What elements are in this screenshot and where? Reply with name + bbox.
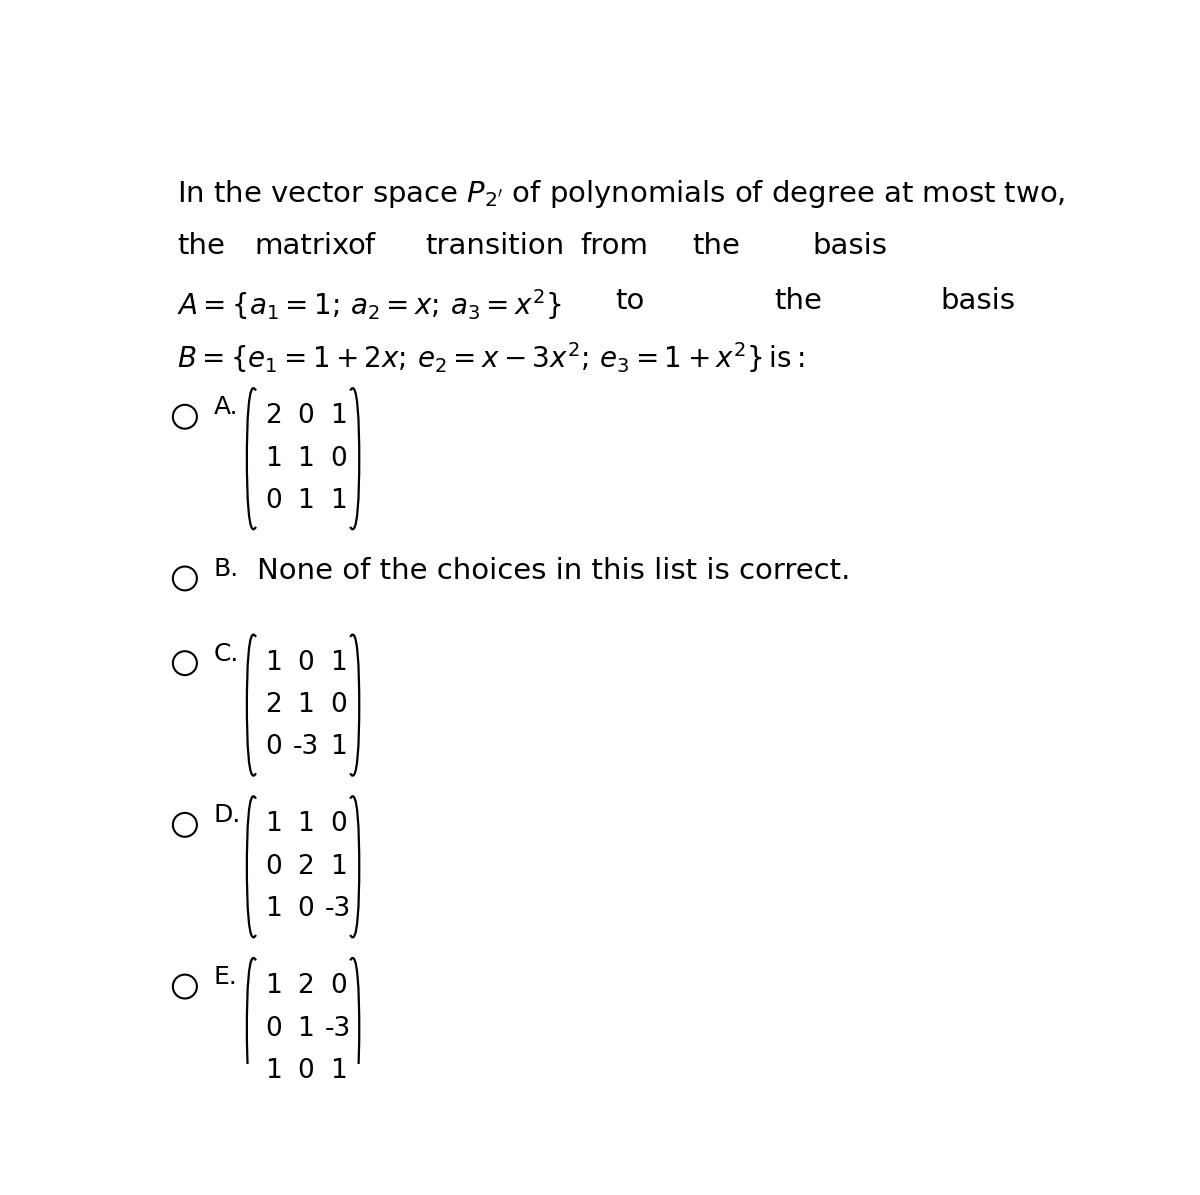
Text: 0: 0 [298,650,314,675]
Text: 0: 0 [330,811,347,838]
Text: 1: 1 [298,692,314,718]
Text: 1: 1 [298,488,314,514]
Text: 0: 0 [265,735,282,760]
Text: 1: 1 [265,973,282,999]
Text: D.: D. [214,803,241,827]
Text: of: of [348,232,376,261]
Text: 1: 1 [298,811,314,838]
Text: 2: 2 [265,692,282,718]
Text: from: from [580,232,648,261]
Text: $A=\{a_{1}=1;\,a_{2}=x;\,a_{3}=x^{2}\}$: $A=\{a_{1}=1;\,a_{2}=x;\,a_{3}=x^{2}\}$ [178,287,562,323]
Text: 1: 1 [265,446,282,472]
Text: 1: 1 [265,811,282,838]
Text: 1: 1 [298,446,314,472]
Text: to: to [616,287,644,315]
Text: 2: 2 [298,973,314,999]
Text: 2: 2 [265,404,282,429]
Text: 0: 0 [330,973,347,999]
Text: 0: 0 [265,853,282,880]
Text: None of the choices in this list is correct.: None of the choices in this list is corr… [257,557,851,584]
Text: B.: B. [214,557,239,581]
Text: -3: -3 [325,896,352,923]
Text: 1: 1 [298,1016,314,1042]
Text: E.: E. [214,966,238,989]
Text: transition: transition [425,232,564,261]
Text: -3: -3 [325,1016,352,1042]
Text: -3: -3 [293,735,319,760]
Text: $B=\{e_{1}=1+2x;\,e_{2}=x-3x^{2};\,e_{3}=1+x^{2}\}\,\mathrm{is:}$: $B=\{e_{1}=1+2x;\,e_{2}=x-3x^{2};\,e_{3}… [178,339,804,375]
Text: A.: A. [214,396,238,419]
Text: 1: 1 [330,853,347,880]
Text: 0: 0 [298,404,314,429]
Text: basis: basis [812,232,888,261]
Text: 0: 0 [265,1016,282,1042]
Text: 1: 1 [265,650,282,675]
Text: the: the [178,232,226,261]
Text: 0: 0 [330,446,347,472]
Text: 1: 1 [330,404,347,429]
Text: basis: basis [941,287,1015,315]
Text: the: the [692,232,740,261]
Text: 0: 0 [265,488,282,514]
Text: 1: 1 [265,1058,282,1084]
Text: C.: C. [214,642,239,666]
Text: matrix: matrix [254,232,350,261]
Text: 0: 0 [298,1058,314,1084]
Text: 0: 0 [298,896,314,923]
Text: 1: 1 [330,1058,347,1084]
Text: 2: 2 [298,853,314,880]
Text: 1: 1 [330,650,347,675]
Text: 1: 1 [265,896,282,923]
Text: In the vector space $\mathit{P}_{2^{\prime}}$ of polynomials of degree at most t: In the vector space $\mathit{P}_{2^{\pri… [178,178,1066,210]
Text: the: the [774,287,822,315]
Text: 1: 1 [330,735,347,760]
Text: 0: 0 [330,692,347,718]
Text: 1: 1 [330,488,347,514]
